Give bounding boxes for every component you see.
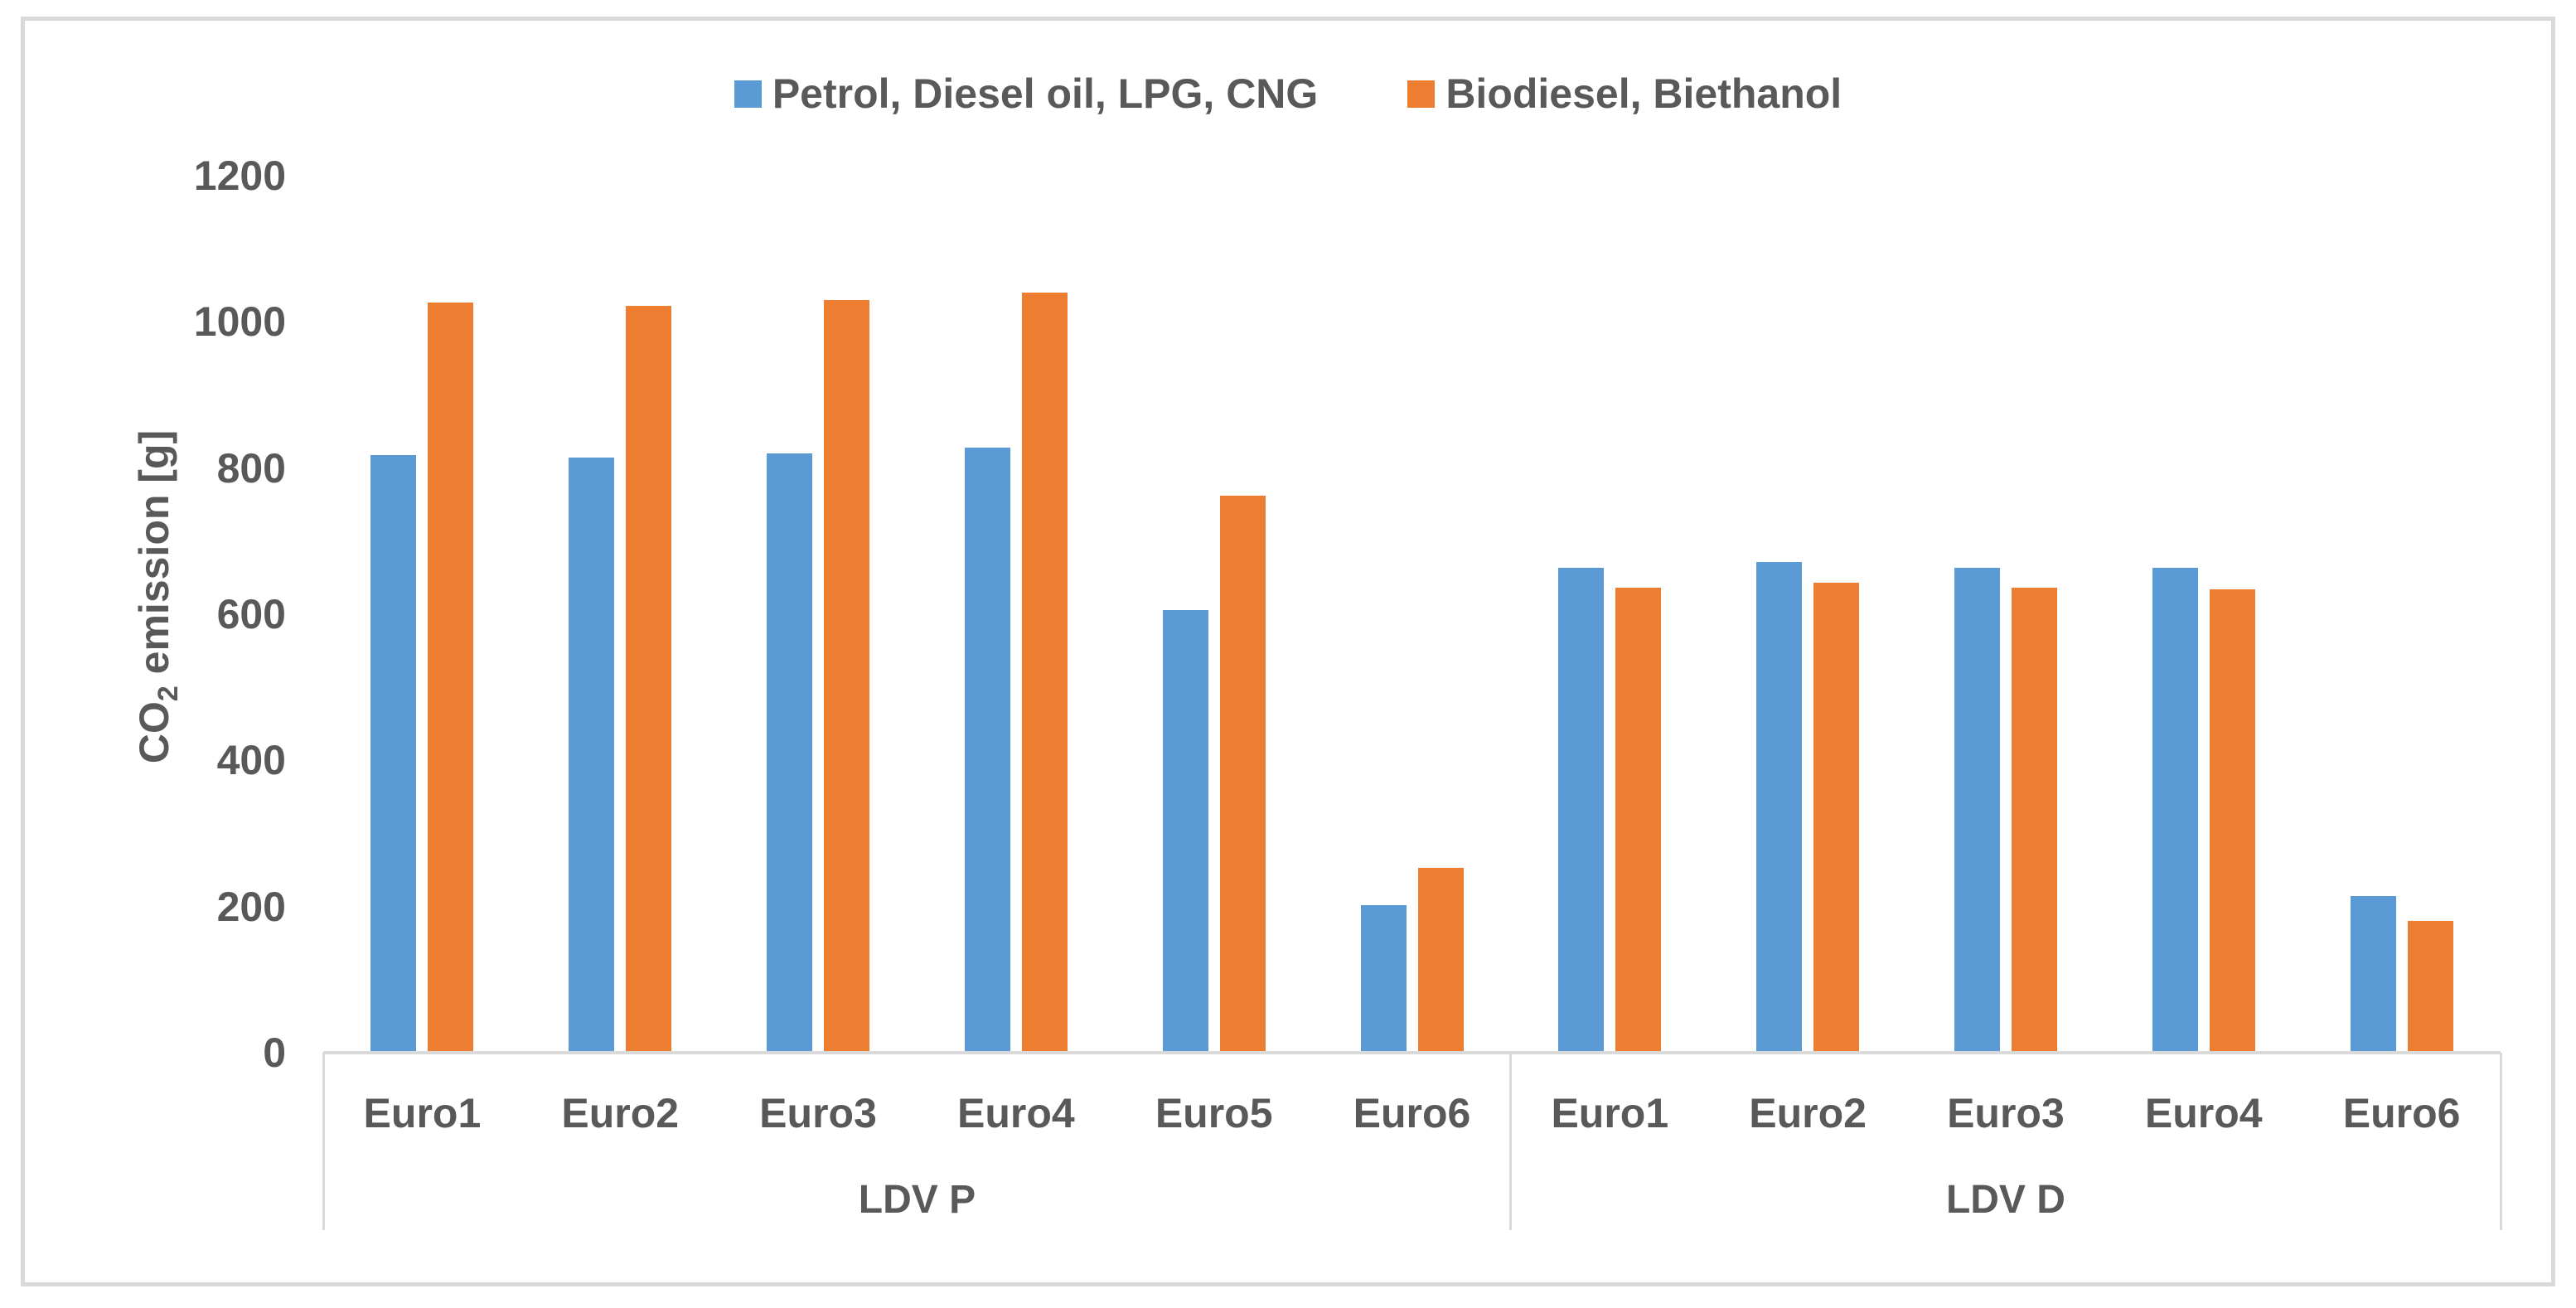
y-axis-title-subscript: 2 [153, 685, 184, 702]
bar-biodiesel-ldvp-euro6 [1417, 867, 1464, 1053]
bar-biodiesel-ldvd-euro2 [1813, 583, 1860, 1053]
legend-label-biodiesel: Biodiesel, Biethanol [1445, 70, 1842, 117]
bar-biodiesel-ldvp-euro3 [824, 299, 870, 1053]
bar-biodiesel-ldvp-euro4 [1021, 293, 1068, 1053]
category-group-separator-line [322, 1053, 325, 1230]
bar-biodiesel-ldvp-euro1 [428, 303, 474, 1053]
bar-petrol-ldvp-euro6 [1360, 904, 1407, 1053]
bar-petrol-ldvd-euro4 [2152, 568, 2198, 1053]
category-axis-label: Euro4 [2144, 1090, 2263, 1136]
bar-petrol-ldvd-euro3 [1954, 567, 2000, 1053]
bar-petrol-ldvp-euro3 [767, 453, 813, 1053]
bar-biodiesel-ldvd-euro1 [1615, 588, 1662, 1053]
bar-biodiesel-ldvp-euro2 [626, 305, 672, 1053]
category-axis-label: Euro1 [1551, 1090, 1669, 1136]
y-axis-tick-label: 0 [263, 1029, 286, 1076]
y-axis-tick-label: 600 [216, 591, 286, 637]
legend: Petrol, Diesel oil, LPG, CNG Biodiesel, … [0, 70, 2576, 118]
bar-biodiesel-ldvp-euro5 [1219, 496, 1266, 1053]
category-axis-label: Euro6 [2342, 1090, 2461, 1136]
category-axis-label: Euro2 [561, 1090, 680, 1136]
biodiesel-series-swatch-icon [1407, 80, 1436, 108]
bar-biodiesel-ldvd-euro3 [2011, 588, 2057, 1053]
bar-petrol-ldvd-euro2 [1756, 562, 1803, 1053]
y-axis-tick-label: 400 [216, 737, 286, 784]
legend-item-biodiesel: Biodiesel, Biethanol [1407, 70, 1842, 118]
bar-petrol-ldvp-euro1 [370, 454, 417, 1053]
category-axis-label: Euro5 [1155, 1090, 1273, 1136]
petrol-series-swatch-icon [734, 80, 762, 108]
y-axis-tick-label: 200 [216, 883, 286, 930]
bar-petrol-ldvp-euro5 [1162, 609, 1208, 1053]
category-group-separator-line [1509, 1053, 1513, 1230]
y-axis-tick-label: 1000 [193, 298, 286, 346]
legend-label-petrol: Petrol, Diesel oil, LPG, CNG [772, 70, 1319, 117]
bar-petrol-ldvd-euro6 [2350, 896, 2396, 1053]
category-axis-label: Euro2 [1749, 1090, 1867, 1136]
bar-biodiesel-ldvd-euro4 [2209, 589, 2255, 1053]
bar-petrol-ldvp-euro2 [569, 458, 615, 1053]
bar-biodiesel-ldvd-euro6 [2407, 921, 2453, 1053]
category-axis-label: Euro3 [1947, 1090, 2065, 1136]
category-axis-label: Euro4 [957, 1090, 1075, 1136]
category-axis-label: Euro1 [363, 1090, 482, 1136]
category-axis-label: Euro3 [759, 1090, 877, 1136]
bar-petrol-ldvp-euro4 [964, 447, 1010, 1053]
y-axis-tick-label: 800 [216, 444, 286, 492]
y-axis-tick-label: 1200 [193, 153, 286, 199]
category-axis-label: Euro6 [1353, 1090, 1471, 1136]
category-group-separator-line [2499, 1053, 2502, 1230]
group-axis-label-ldv-d: LDV D [1945, 1178, 2065, 1222]
group-axis-label-ldv-p: LDV P [858, 1178, 976, 1222]
x-axis-line [323, 1051, 2501, 1054]
legend-item-petrol: Petrol, Diesel oil, LPG, CNG [734, 70, 1318, 118]
bar-petrol-ldvd-euro1 [1558, 567, 1605, 1053]
